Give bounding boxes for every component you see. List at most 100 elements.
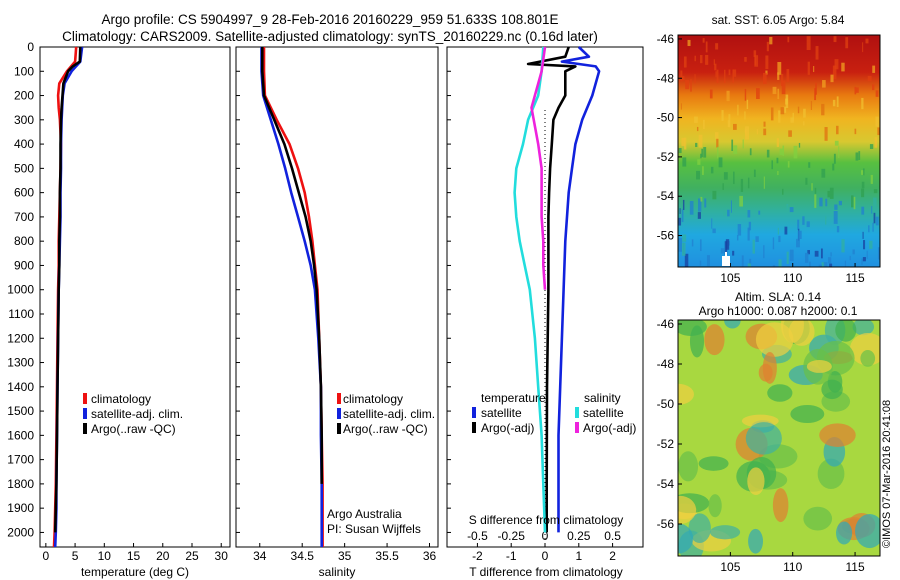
- sst-texture-streak: [732, 69, 735, 83]
- sst-texture-streak: [776, 138, 779, 147]
- sla-anomaly-blob: [821, 379, 843, 400]
- sst-texture-streak: [772, 237, 775, 250]
- sla-map-lat-label: -56: [657, 517, 675, 531]
- sst-map-axes: 105 110 115 -46 -48 -50 -52 -54 -56: [657, 32, 865, 285]
- sst-texture-streak: [870, 174, 873, 184]
- sst-texture-streak: [814, 194, 817, 208]
- sst-texture-streak: [869, 240, 873, 249]
- sst-texture-streak: [849, 255, 851, 261]
- imos-credit: ©IMOS 07-Mar-2016 20:41:08: [881, 400, 893, 548]
- sst-texture-streak: [681, 242, 686, 256]
- sst-texture-streak: [875, 216, 879, 226]
- depth-axis: 0 100 200 300 400 500 600 700 800 900 1000 1100 1200…: [7, 40, 44, 539]
- sst-texture-streak: [807, 250, 811, 255]
- sst-map-lon-label: 110: [783, 271, 802, 285]
- sst-texture-streak: [838, 200, 842, 206]
- sla-anomaly-blob: [678, 523, 694, 554]
- sla-anomaly-blob: [708, 494, 722, 518]
- salinity-legend: climatology satellite-adj. clim. Argo(..…: [337, 392, 435, 436]
- sst-texture-streak: [786, 69, 790, 82]
- sst-texture-streak: [815, 46, 819, 60]
- t-difference-tick-label: -2: [472, 549, 483, 563]
- sst-texture-streak: [728, 69, 731, 76]
- sst-texture-streak: [782, 188, 784, 195]
- sst-texture-streak: [821, 103, 825, 116]
- sst-texture-streak: [736, 235, 739, 241]
- sst-texture-streak: [741, 255, 744, 267]
- t-difference-axis-label: T difference from climatology: [469, 565, 623, 579]
- sst-texture-streak: [777, 227, 779, 235]
- sla-anomaly-blob: [835, 320, 857, 342]
- sst-texture-streak: [681, 209, 684, 223]
- sst-texture-streak: [785, 98, 788, 105]
- sst-texture-streak: [803, 108, 806, 118]
- sla-anomaly-blob: [678, 383, 694, 405]
- sst-texture-streak: [742, 139, 744, 149]
- sst-texture-streak: [833, 36, 837, 43]
- sst-texture-streak: [754, 56, 757, 66]
- sst-texture-streak: [825, 215, 827, 225]
- temperature-panel: 0100200300400500600700800900100011001200…: [7, 40, 231, 579]
- sst-texture-streak: [687, 39, 691, 47]
- sst-map-lat-label: -46: [657, 32, 675, 46]
- sst-texture-streak: [836, 226, 840, 233]
- series-line-argo: [260, 47, 324, 484]
- sst-texture-streak: [723, 211, 726, 216]
- sst-texture-streak: [778, 259, 782, 267]
- sst-texture-streak: [694, 74, 696, 84]
- salinity-tick-label: 34: [253, 549, 267, 563]
- sla-anomaly-blob: [803, 506, 833, 531]
- sst-texture-streak: [865, 38, 869, 44]
- sst-texture-streak: [818, 264, 823, 267]
- sst-texture-streak: [873, 197, 877, 211]
- sst-texture-streak: [810, 100, 813, 110]
- sst-texture-streak: [756, 88, 760, 99]
- sst-texture-streak: [732, 250, 735, 256]
- sst-texture-streak: [700, 196, 703, 202]
- temperature-tick-label: 15: [127, 549, 141, 563]
- sst-texture-streak: [701, 148, 704, 158]
- sst-texture-streak: [872, 84, 875, 91]
- sst-texture-streak: [763, 128, 767, 136]
- sst-texture-streak: [806, 221, 810, 228]
- sla-map-lon-label: 105: [720, 560, 740, 574]
- sst-texture-streak: [721, 110, 724, 121]
- legend-label-satellite: satellite-adj. clim.: [91, 407, 183, 421]
- sst-texture-streak: [867, 75, 872, 82]
- sla-anomaly-blob: [709, 525, 741, 540]
- legend-swatch-climatology: [83, 393, 87, 404]
- sst-texture-streak: [789, 207, 794, 213]
- sst-texture-streak: [862, 168, 865, 176]
- sst-texture-streak: [749, 148, 752, 156]
- sst-texture-streak: [811, 183, 813, 191]
- salinity-tick-label: 34.5: [291, 549, 315, 563]
- sla-map-lat-label: -48: [657, 357, 675, 371]
- legend-label-climatology: climatology: [343, 392, 403, 406]
- depth-tick-label: 200: [14, 89, 34, 103]
- sst-texture-streak: [814, 187, 817, 194]
- sst-texture-streak: [819, 197, 823, 207]
- sst-texture-streak: [762, 72, 767, 84]
- legend-label-argo: Argo(..raw -QC): [343, 422, 428, 436]
- sst-texture-streak: [852, 249, 855, 255]
- difference-legend: temperature salinity satellite Argo(-adj…: [472, 391, 636, 435]
- sst-texture-streak: [779, 148, 783, 156]
- sst-texture-streak: [730, 200, 732, 213]
- depth-tick-label: 800: [14, 234, 34, 248]
- sla-map-lat-label: -54: [657, 477, 675, 491]
- sst-texture-streak: [765, 70, 768, 75]
- sst-texture-streak: [833, 153, 836, 164]
- s-difference-axis-label: S difference from climatology: [469, 513, 624, 527]
- sla-anomaly-blob: [806, 359, 832, 373]
- salinity-tick-label: 35: [338, 549, 352, 563]
- sst-texture-streak: [808, 162, 811, 168]
- sst-texture-streak: [845, 37, 849, 49]
- sst-texture-streak: [747, 227, 750, 241]
- sst-texture-streak: [744, 56, 747, 62]
- temperature-series: [52, 46, 84, 548]
- sst-map-lat-label: -50: [657, 111, 675, 125]
- sst-texture-streak: [861, 97, 864, 110]
- sst-texture-streak: [681, 76, 685, 81]
- depth-tick-label: 1300: [7, 356, 34, 370]
- sst-texture-streak: [722, 183, 724, 190]
